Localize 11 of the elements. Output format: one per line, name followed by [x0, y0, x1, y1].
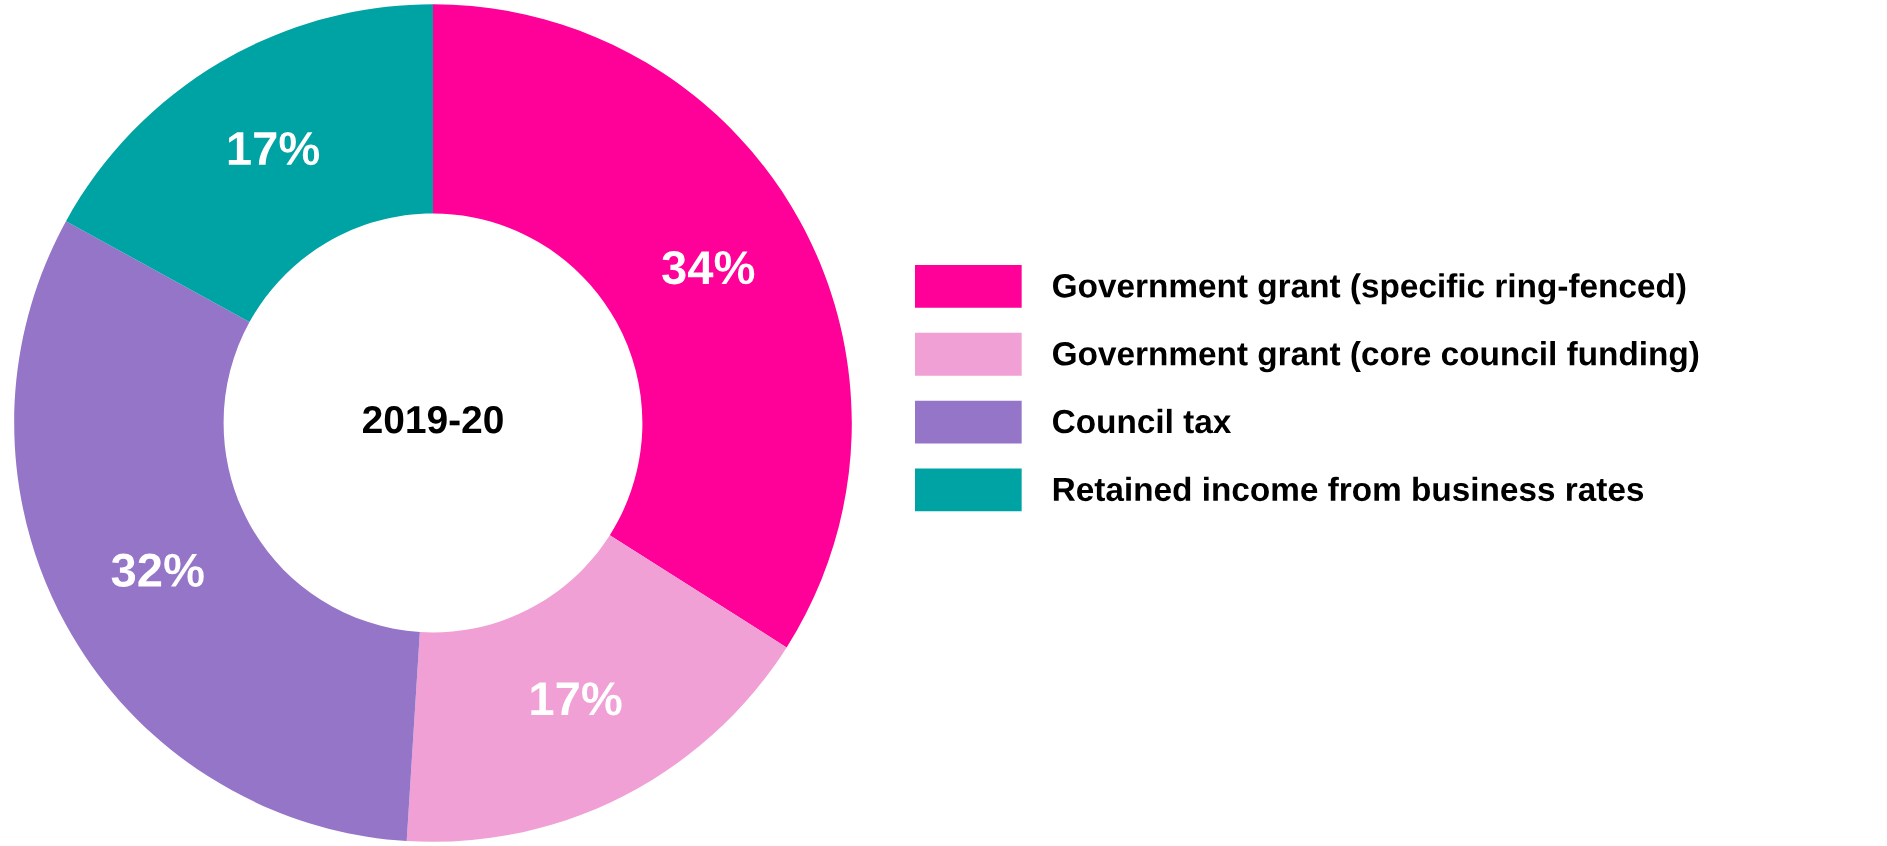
- data-label: 32%: [111, 553, 204, 588]
- text: 2019-20: [363, 405, 503, 434]
- donut-slice: [65, 4, 433, 323]
- data-label: 17%: [531, 682, 622, 716]
- legend-label: Government grant (specific ring-fenced): [1053, 273, 1686, 305]
- legend-label: Retained income from business rates: [1053, 476, 1644, 502]
- legend-label: Government grant (core council funding): [1053, 341, 1699, 373]
- data-label: 17%: [228, 131, 320, 166]
- data-label: 34%: [662, 250, 755, 285]
- donut-slice: [406, 535, 787, 842]
- legend-label: Council tax: [1053, 408, 1232, 434]
